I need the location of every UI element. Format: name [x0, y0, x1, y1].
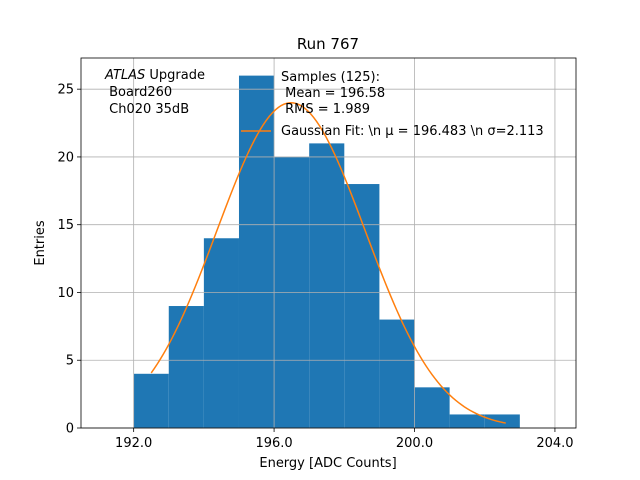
histogram-bar	[449, 414, 485, 428]
legend-rms: RMS = 1.989	[281, 102, 370, 117]
chart-title: Run 767	[297, 35, 359, 53]
legend-mean: Mean = 196.58	[281, 86, 385, 101]
histogram-bar	[203, 238, 239, 428]
y-axis-title: Entries	[33, 220, 48, 266]
x-axis-title: Energy [ADC Counts]	[259, 456, 396, 471]
annotation-atlas: ATLAS	[104, 68, 145, 83]
y-tick-label: 15	[57, 218, 74, 233]
histogram-bar	[133, 373, 169, 428]
x-tick-label: 200.0	[396, 436, 433, 451]
axes-frame	[80, 57, 577, 429]
x-tick-label: 196.0	[255, 436, 292, 451]
atlas-annotation: ATLAS Upgrade Board260 Ch020 35dB	[104, 68, 205, 117]
gaussian-fit-curve	[150, 101, 506, 424]
annotation-line-1: ATLAS Upgrade	[104, 68, 205, 83]
histogram-bar	[379, 319, 415, 428]
histogram-bar	[414, 387, 450, 428]
x-axis-ticks: 192.0 196.0 200.0 204.0	[115, 428, 574, 451]
histogram-bar	[168, 306, 204, 428]
histogram-bar	[484, 414, 520, 428]
annotation-board: Board260	[105, 85, 172, 100]
histogram-bar	[309, 143, 345, 428]
x-tick-label: 192.0	[115, 436, 152, 451]
histogram-bar	[238, 75, 275, 428]
y-tick-label: 20	[57, 150, 74, 165]
annotation-channel: Ch020 35dB	[105, 102, 189, 117]
x-tick-label: 204.0	[536, 436, 573, 451]
y-tick-label: 0	[66, 422, 74, 437]
legend-fit-label: Gaussian Fit: \n μ = 196.483 \n σ=2.113	[281, 124, 544, 139]
y-tick-label: 25	[57, 83, 74, 98]
y-axis-ticks: 0 5 10 15 20 25	[57, 83, 81, 437]
annotation-upgrade: Upgrade	[145, 68, 205, 83]
legend-header: Samples (125):	[281, 70, 380, 85]
y-tick-label: 5	[66, 354, 74, 369]
y-tick-label: 10	[57, 286, 74, 301]
legend: Samples (125): Mean = 196.58 RMS = 1.989…	[241, 70, 544, 139]
